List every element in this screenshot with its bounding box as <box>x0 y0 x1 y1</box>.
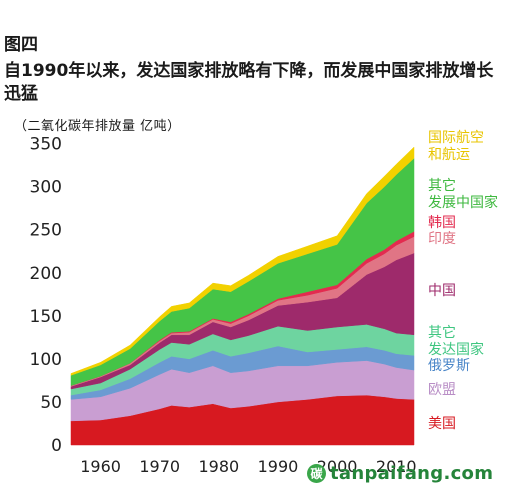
x-axis-ticks: 1960 1970 1980 1990 2000 2010 <box>80 457 416 476</box>
x-tick-label: 2010 <box>376 457 417 476</box>
y-tick-label: 350 <box>30 135 62 155</box>
x-tick-label: 2000 <box>317 457 358 476</box>
leaf-logo-icon: 碳 <box>307 463 326 483</box>
chart-title: 自1990年以来，发达国家排放略有下降，而发展中国家排放增长迅猛 <box>4 61 494 104</box>
legend-label: 其它 <box>428 177 456 194</box>
x-tick-label: 1990 <box>258 457 299 476</box>
legend-label: 印度 <box>428 231 456 247</box>
y-axis-unit-label: （二氧化碳年排放量 亿吨） <box>14 119 181 134</box>
legend-label: 俄罗斯 <box>428 358 470 374</box>
x-tick-label: 1960 <box>80 457 121 476</box>
legend-label: 其它 <box>428 324 456 341</box>
y-axis-ticks: 0 50 100 150 200 250 300 350 <box>30 135 62 456</box>
y-tick-label: 0 <box>51 436 62 456</box>
x-tick-label: 1970 <box>139 457 180 476</box>
legend-label: 韩国 <box>428 215 456 231</box>
legend-label: 发达国家 <box>428 341 484 358</box>
legend-label: 欧盟 <box>428 382 456 398</box>
y-tick-label: 50 <box>40 393 62 413</box>
y-tick-label: 250 <box>30 221 62 241</box>
area-bands <box>70 146 415 446</box>
figure-label: 图四 <box>4 35 38 55</box>
x-tick-label: 1980 <box>198 457 239 476</box>
legend-label: 中国 <box>428 283 456 299</box>
watermark-text: tanpaifang.com <box>330 462 494 484</box>
watermark: 碳 tanpaifang.com <box>307 460 502 486</box>
y-tick-label: 150 <box>30 307 62 327</box>
y-tick-label: 200 <box>30 264 62 284</box>
y-tick-label: 100 <box>30 350 62 370</box>
area-band-8 <box>70 146 415 376</box>
legend-label: 和航运 <box>428 147 470 163</box>
legend-label: 发展中国家 <box>428 194 498 211</box>
legend-label: 国际航空 <box>428 130 484 146</box>
legend-label: 美国 <box>428 416 456 432</box>
y-tick-label: 300 <box>30 178 62 198</box>
